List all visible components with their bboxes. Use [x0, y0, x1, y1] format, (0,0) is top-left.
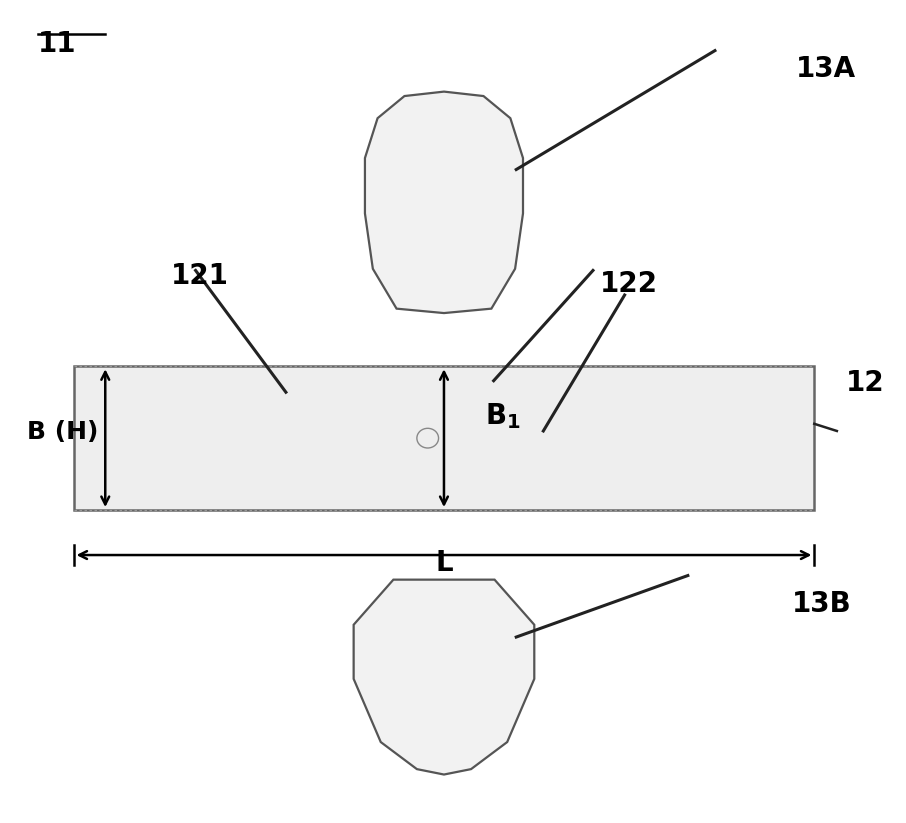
Text: 11: 11 [37, 30, 76, 58]
Text: 13B: 13B [792, 590, 852, 618]
Text: 121: 121 [171, 263, 229, 291]
Polygon shape [353, 579, 535, 774]
Text: 12: 12 [846, 369, 884, 397]
Text: B (H): B (H) [26, 420, 98, 444]
Polygon shape [365, 91, 523, 313]
Text: L: L [435, 549, 453, 577]
Text: 13A: 13A [796, 54, 856, 82]
Text: 122: 122 [600, 271, 658, 299]
Bar [73, 366, 814, 510]
Text: $\mathbf{B_1}$: $\mathbf{B_1}$ [485, 401, 520, 430]
